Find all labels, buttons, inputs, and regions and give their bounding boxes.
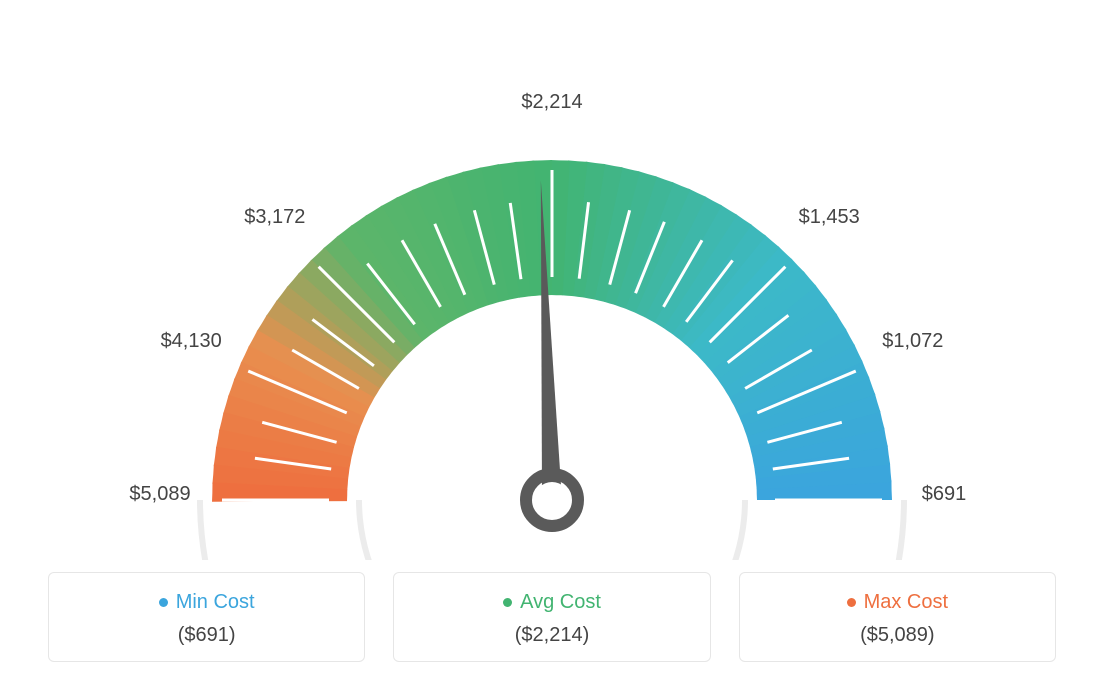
summary-cards: Min Cost ($691) Avg Cost ($2,214) Max Co… bbox=[0, 560, 1104, 662]
max-cost-label: Max Cost bbox=[847, 591, 948, 614]
dot-icon bbox=[847, 598, 856, 607]
min-cost-card: Min Cost ($691) bbox=[48, 572, 365, 662]
gauge-svg: $691 $1,072 $1,453 $2,214 $3,172 $4,130 $5,089 bbox=[0, 0, 1104, 560]
svg-text:$2,214: $2,214 bbox=[521, 91, 582, 113]
min-cost-label: Min Cost bbox=[159, 591, 255, 614]
dot-icon bbox=[159, 598, 168, 607]
svg-text:$691: $691 bbox=[922, 483, 967, 505]
svg-text:$1,072: $1,072 bbox=[882, 330, 943, 352]
svg-text:$3,172: $3,172 bbox=[244, 206, 305, 228]
dot-icon bbox=[503, 598, 512, 607]
gauge-chart: $691 $1,072 $1,453 $2,214 $3,172 $4,130 $5,089 bbox=[0, 0, 1104, 560]
min-cost-value: ($691) bbox=[59, 624, 354, 647]
svg-text:$4,130: $4,130 bbox=[161, 330, 222, 352]
avg-cost-value: ($2,214) bbox=[404, 624, 699, 647]
avg-cost-card: Avg Cost ($2,214) bbox=[393, 572, 710, 662]
max-cost-label-text: Max Cost bbox=[864, 591, 948, 614]
svg-text:$5,089: $5,089 bbox=[129, 483, 190, 505]
max-cost-value: ($5,089) bbox=[750, 624, 1045, 647]
avg-cost-label-text: Avg Cost bbox=[520, 591, 601, 614]
max-cost-card: Max Cost ($5,089) bbox=[739, 572, 1056, 662]
min-cost-label-text: Min Cost bbox=[176, 591, 255, 614]
avg-cost-label: Avg Cost bbox=[503, 591, 601, 614]
svg-text:$1,453: $1,453 bbox=[799, 206, 860, 228]
cost-gauge-widget: $691 $1,072 $1,453 $2,214 $3,172 $4,130 $5,089… bbox=[0, 0, 1104, 690]
